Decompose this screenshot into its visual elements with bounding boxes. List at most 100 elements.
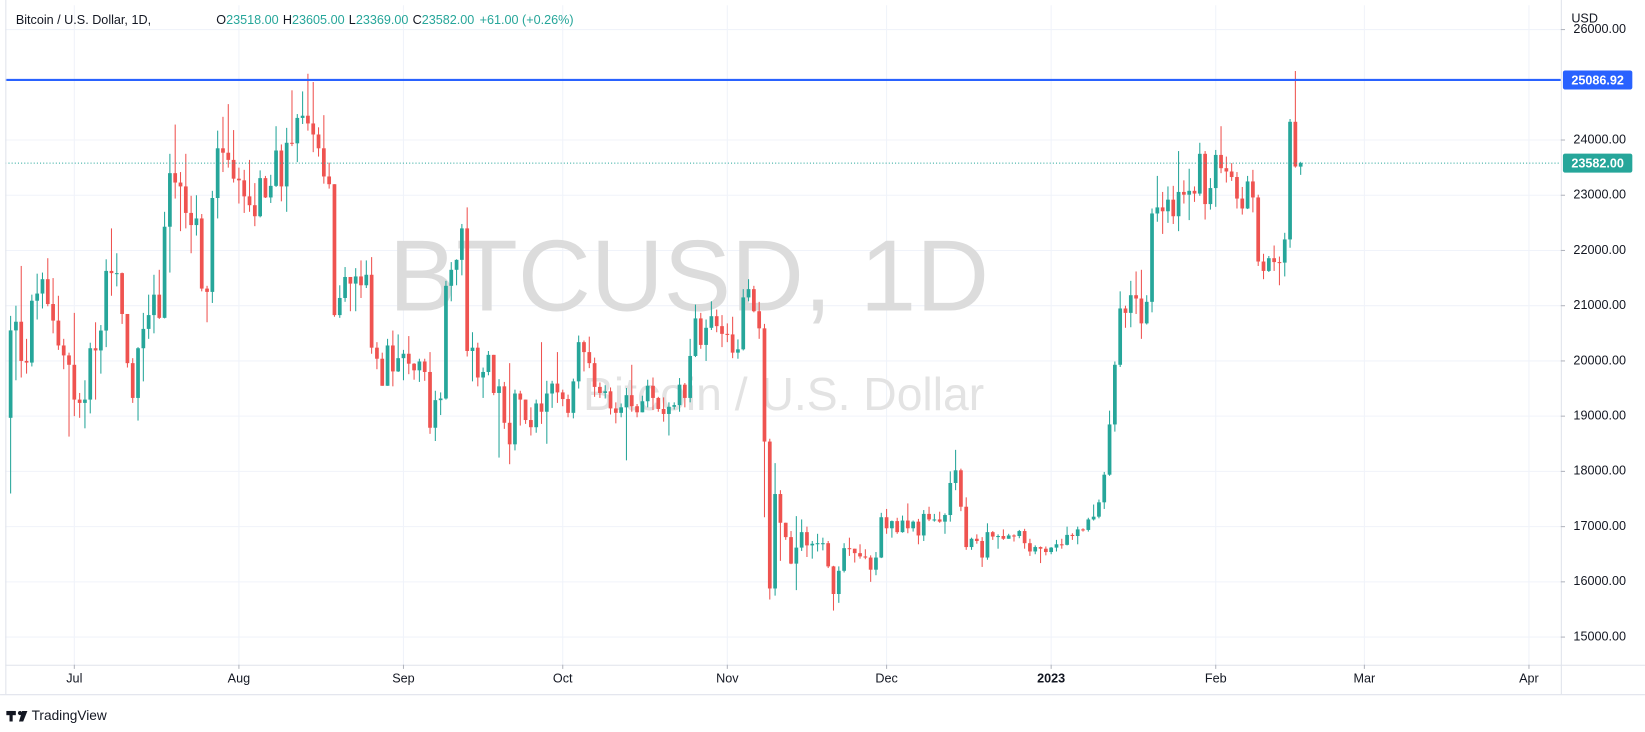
candle-body [937, 519, 942, 522]
candle-body [1086, 519, 1091, 530]
candle-body [321, 148, 326, 177]
candle-body [1107, 424, 1112, 475]
candle-body [1176, 191, 1181, 217]
candle-body [417, 361, 422, 371]
candle-body [412, 363, 416, 371]
candle-body [746, 289, 751, 298]
candle-body [1065, 534, 1069, 545]
last-price-label: 23582.00 [1571, 156, 1624, 170]
candle-body [905, 520, 910, 529]
brand-logo [6, 710, 28, 722]
candle-body [67, 355, 71, 365]
candle-body [518, 393, 523, 400]
candle-body [1113, 364, 1117, 425]
candle-body [422, 361, 427, 372]
axes: 15000.00 16000.00 17000.00 18000.00 19000.00… [66, 22, 1633, 686]
candle-body [943, 515, 947, 522]
watermark: BTCUSD, 1D [389, 221, 989, 333]
candle-body [311, 123, 316, 135]
candle-body [709, 316, 714, 328]
y-tick-label: 22000.00 [1573, 243, 1626, 257]
x-tick-label: Apr [1519, 672, 1539, 686]
candle-body [645, 385, 650, 402]
candle-body [348, 276, 353, 284]
candle-body [799, 532, 804, 548]
candle-body [1038, 547, 1043, 549]
candle-body [571, 381, 576, 413]
candle-body [391, 345, 395, 372]
y-tick-label: 16000.00 [1573, 574, 1626, 588]
candle-body [29, 300, 34, 363]
candle-body [221, 148, 225, 153]
candle-body [1075, 529, 1080, 537]
candle-body [884, 517, 889, 529]
y-tick-label: 18000.00 [1573, 464, 1626, 478]
grid [5, 5, 1561, 665]
candle-body [555, 383, 560, 393]
watermark-subtitle: Bitcoin / U.S. Dollar [583, 368, 984, 420]
candle-body [1192, 190, 1197, 194]
candle-body [1235, 177, 1239, 199]
candle-body [279, 150, 284, 187]
hline-price-tag [1562, 70, 1633, 90]
candle-body [242, 180, 247, 197]
candle-body [959, 470, 963, 507]
candle-body [990, 532, 995, 537]
candle-body [1070, 534, 1075, 537]
candle-body [587, 352, 592, 364]
candle-body [290, 142, 294, 144]
candle-body [682, 384, 687, 398]
candle-body [1261, 261, 1266, 271]
candle-body [1197, 153, 1202, 194]
candle-body [438, 398, 443, 401]
candle-body [1213, 154, 1218, 189]
candles [5, 70, 1561, 611]
candle-body [93, 348, 98, 351]
candle-body [815, 543, 820, 545]
candle-body [698, 318, 703, 345]
candle-body [237, 178, 241, 181]
candle-body [1272, 258, 1276, 263]
candle-body [380, 358, 385, 386]
candle-body [879, 517, 884, 558]
candle-body [109, 270, 114, 274]
candle-body [730, 334, 735, 353]
candle-body [385, 345, 390, 386]
candle-body [258, 178, 262, 217]
ohlc-value: 23582.00 [422, 13, 475, 27]
candle-body [1001, 536, 1006, 539]
candle-body [1266, 258, 1271, 271]
candle-body [136, 348, 140, 398]
candle-body [61, 345, 66, 356]
candle-body [534, 403, 539, 428]
candle-body [353, 276, 358, 284]
x-tick-label: Oct [553, 672, 573, 686]
candle-body [688, 355, 693, 398]
candle-body [88, 348, 93, 400]
change: +61.00 (+0.26%) [480, 13, 574, 27]
candle-body [794, 547, 799, 564]
candle-body [1288, 121, 1292, 240]
candle-body [205, 288, 209, 292]
candle-body [592, 363, 597, 387]
hline-price-label: 25086.92 [1571, 73, 1624, 87]
candle-body [1091, 516, 1096, 520]
candle-body [1166, 199, 1170, 212]
candle-body [1224, 168, 1229, 172]
candle-body [964, 506, 969, 548]
candle-body [1298, 163, 1303, 167]
candle-body [252, 205, 257, 217]
candle-body [651, 385, 655, 398]
candle-body [189, 212, 193, 226]
candle-body [226, 152, 231, 160]
x-tick-label: 2023 [1037, 672, 1065, 686]
candle-body [550, 383, 554, 394]
candle-body [210, 198, 215, 292]
candle-body [826, 543, 831, 567]
candle-body [895, 521, 900, 533]
ohlc-value: 23605.00 [292, 13, 345, 27]
candle-body [523, 399, 528, 421]
candle-body [847, 548, 852, 550]
candle-body [433, 400, 438, 428]
candle-body [1043, 548, 1048, 553]
